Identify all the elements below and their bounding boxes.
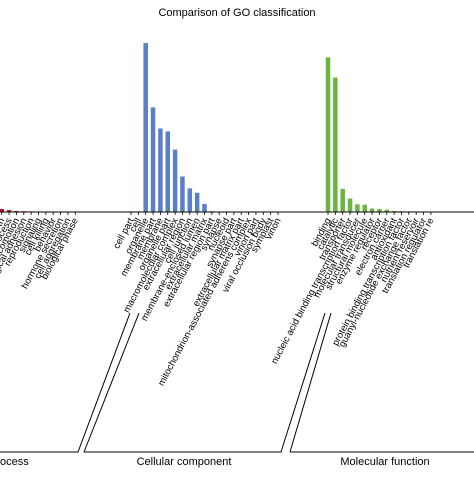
group-label-molecular-function: Molecular function xyxy=(340,456,429,468)
bar-nucleic-acid-binding-transcription-factor xyxy=(348,199,353,212)
bar-membrane xyxy=(158,128,163,212)
bracket-molecular-function xyxy=(290,313,474,452)
group-label-biological-process: ocess xyxy=(0,456,29,468)
bar-extracellular-matrix xyxy=(202,204,207,212)
chart-title: Comparison of GO classification xyxy=(158,7,315,19)
bar-organelle xyxy=(143,43,148,212)
bar-transporter xyxy=(340,189,345,212)
bars-layer xyxy=(0,43,433,212)
bar-structural-molecule xyxy=(363,205,368,212)
bar-binding xyxy=(326,57,331,212)
bar-macromolecular-complex xyxy=(173,150,178,212)
group-label-cellular-component: Cellular component xyxy=(137,456,232,468)
bar-organelle-part xyxy=(166,131,171,212)
bar-enzyme-regulator xyxy=(370,209,375,212)
group-brackets-layer xyxy=(0,313,474,452)
bracket-biological-process xyxy=(0,313,130,452)
bar-cell-junction xyxy=(188,188,193,212)
bar-molecular-transducer xyxy=(355,204,360,212)
bar-membrane-part xyxy=(151,107,156,212)
bar-extracellular-region xyxy=(180,176,185,212)
bar-catalytic xyxy=(333,78,338,212)
bar-membrane-enclosed-lumen xyxy=(195,193,200,212)
tick-labels-layer: cellular processmetabolic processsingle-… xyxy=(0,216,437,388)
